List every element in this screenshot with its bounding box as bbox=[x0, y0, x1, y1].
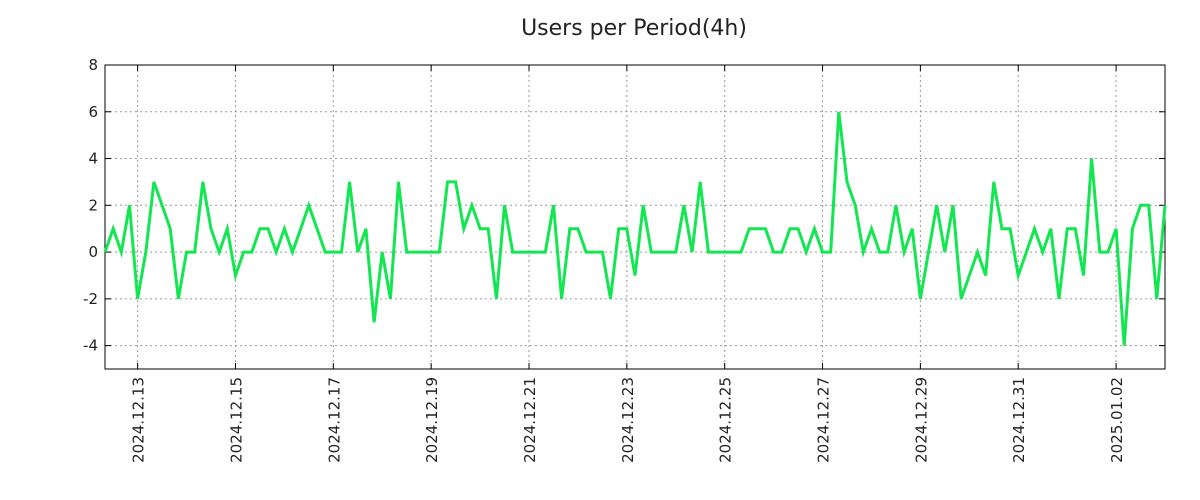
x-tick-label: 2024.12.25 bbox=[717, 377, 735, 463]
y-tick-label: 8 bbox=[88, 56, 98, 74]
y-tick-label: 2 bbox=[88, 196, 98, 214]
y-tick-label: 0 bbox=[88, 243, 98, 261]
x-tick-label: 2024.12.21 bbox=[521, 377, 539, 463]
plot-frame bbox=[104, 64, 1166, 370]
x-tick-label: 2025.01.02 bbox=[1108, 377, 1126, 463]
x-tick-label: 2024.12.23 bbox=[619, 377, 637, 463]
x-tick-label: 2024.12.13 bbox=[130, 377, 148, 463]
x-tick-label: 2024.12.17 bbox=[325, 377, 343, 463]
y-tick-label: -2 bbox=[83, 290, 98, 308]
x-tick-label: 2024.12.29 bbox=[912, 377, 930, 463]
users-series-line bbox=[103, 111, 1167, 346]
x-tick-label: 2024.12.31 bbox=[1010, 377, 1028, 463]
y-tick-label: 6 bbox=[88, 103, 98, 121]
y-tick-label: 4 bbox=[88, 150, 98, 168]
x-tick-label: 2024.12.27 bbox=[815, 377, 833, 463]
y-tick-label: -4 bbox=[83, 337, 98, 355]
chart-title: Users per Period(4h) bbox=[521, 16, 747, 41]
x-tick-label: 2024.12.19 bbox=[423, 377, 441, 463]
x-tick-label: 2024.12.15 bbox=[227, 377, 245, 463]
